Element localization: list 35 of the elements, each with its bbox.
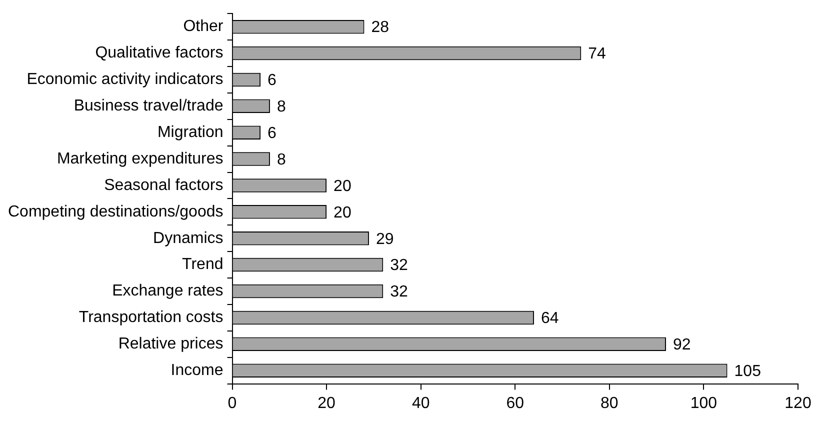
data-label: 29 [376,230,394,248]
y-tick-label: Other [183,18,224,36]
y-tick-label: Exchange rates [112,282,224,300]
data-label: 20 [334,204,352,222]
data-label: 6 [268,125,277,142]
y-tick-label: Marketing expenditures [56,150,224,168]
data-label: 28 [371,19,390,36]
x-tick-label: 100 [690,394,718,412]
x-tick-label: 0 [228,394,237,412]
x-tick-label: 80 [600,394,618,412]
data-label: 64 [540,310,559,328]
data-label: 32 [390,284,408,301]
data-label: 6 [268,72,277,90]
data-label: 32 [390,257,408,274]
y-tick-label: Seasonal factors [104,176,224,194]
y-tick-label: Income [170,362,224,379]
x-tick-label: 60 [506,394,524,412]
data-label: 74 [588,46,606,63]
y-tick-label: Trend [182,256,224,274]
x-tick-label: 120 [784,394,812,412]
y-tick-label: Economic activity indicators [26,71,224,88]
y-tick-label: Dynamics [153,230,224,247]
data-label: 20 [334,178,352,195]
data-label: 92 [672,336,691,354]
y-tick-label: Relative prices [118,336,224,353]
y-tick-label: Migration [157,124,224,141]
y-tick-label: Business travel/trade [74,98,224,115]
y-tick-label: Qualitative factors [95,44,224,62]
data-label: 8 [276,151,286,168]
x-tick-label: 20 [318,394,336,412]
data-label: 8 [276,98,286,116]
x-tick-label: 40 [412,394,430,412]
y-tick-label: Competing destinations/goods [8,203,224,220]
data-label: 105 [734,362,762,380]
y-tick-label: Transportation costs [78,309,224,326]
